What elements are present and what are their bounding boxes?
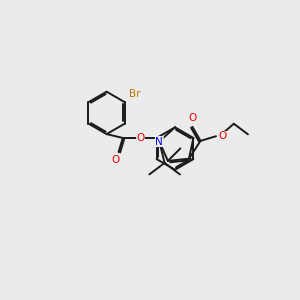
Text: O: O bbox=[188, 113, 196, 123]
Text: N: N bbox=[155, 136, 163, 146]
Text: Br: Br bbox=[128, 89, 140, 99]
Text: O: O bbox=[112, 155, 120, 165]
Text: O: O bbox=[136, 133, 145, 143]
Text: O: O bbox=[218, 131, 226, 141]
